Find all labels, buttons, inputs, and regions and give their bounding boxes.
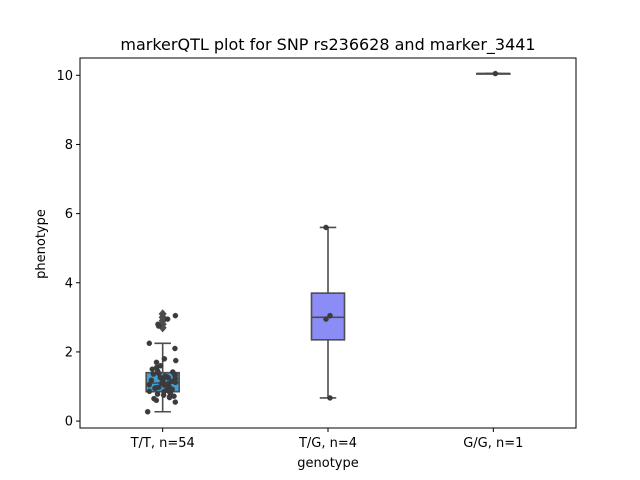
data-point xyxy=(153,359,160,366)
y-tick-label: 2 xyxy=(65,345,73,360)
y-tick-label: 8 xyxy=(65,138,73,153)
data-point xyxy=(151,395,157,402)
data-point xyxy=(327,395,333,401)
data-point xyxy=(157,363,164,369)
y-tick-label: 10 xyxy=(56,69,73,84)
data-point xyxy=(172,312,179,319)
data-point xyxy=(144,408,151,415)
data-point xyxy=(327,312,333,319)
data-point xyxy=(172,399,179,405)
data-point xyxy=(155,321,161,328)
data-point xyxy=(323,316,329,322)
outlier-marker xyxy=(158,309,167,319)
data-point xyxy=(153,385,159,391)
data-point xyxy=(170,369,176,375)
y-axis-label: phenotype xyxy=(34,209,49,279)
x-tick-label: T/T, n=54 xyxy=(130,436,195,451)
data-point xyxy=(160,378,166,385)
data-point xyxy=(161,356,168,362)
plot-area: 0 2 4 6 8 10 T/T, n=54 T/G, n=4 G/G, n=1 xyxy=(56,57,577,451)
data-point xyxy=(164,316,171,322)
x-tick-label: G/G, n=1 xyxy=(463,436,523,451)
data-point xyxy=(172,345,178,352)
data-point xyxy=(162,373,168,379)
y-tick-label: 4 xyxy=(65,276,73,291)
box xyxy=(310,292,346,341)
x-axis-label: genotype xyxy=(297,456,358,471)
data-point xyxy=(171,393,177,399)
data-point xyxy=(154,391,161,397)
x-tick-label: T/G, n=4 xyxy=(298,436,357,451)
y-tick-label: 6 xyxy=(65,207,73,222)
data-point xyxy=(492,70,499,77)
chart-title: markerQTL plot for SNP rs236628 and mark… xyxy=(120,35,535,55)
data-point xyxy=(146,382,153,388)
data-point xyxy=(323,224,329,231)
data-point xyxy=(173,357,179,364)
data-point xyxy=(150,371,157,377)
y-tick-label: 0 xyxy=(65,415,73,430)
data-point xyxy=(146,388,153,395)
data-point xyxy=(157,374,164,381)
data-point xyxy=(148,377,155,384)
data-point xyxy=(146,340,153,347)
